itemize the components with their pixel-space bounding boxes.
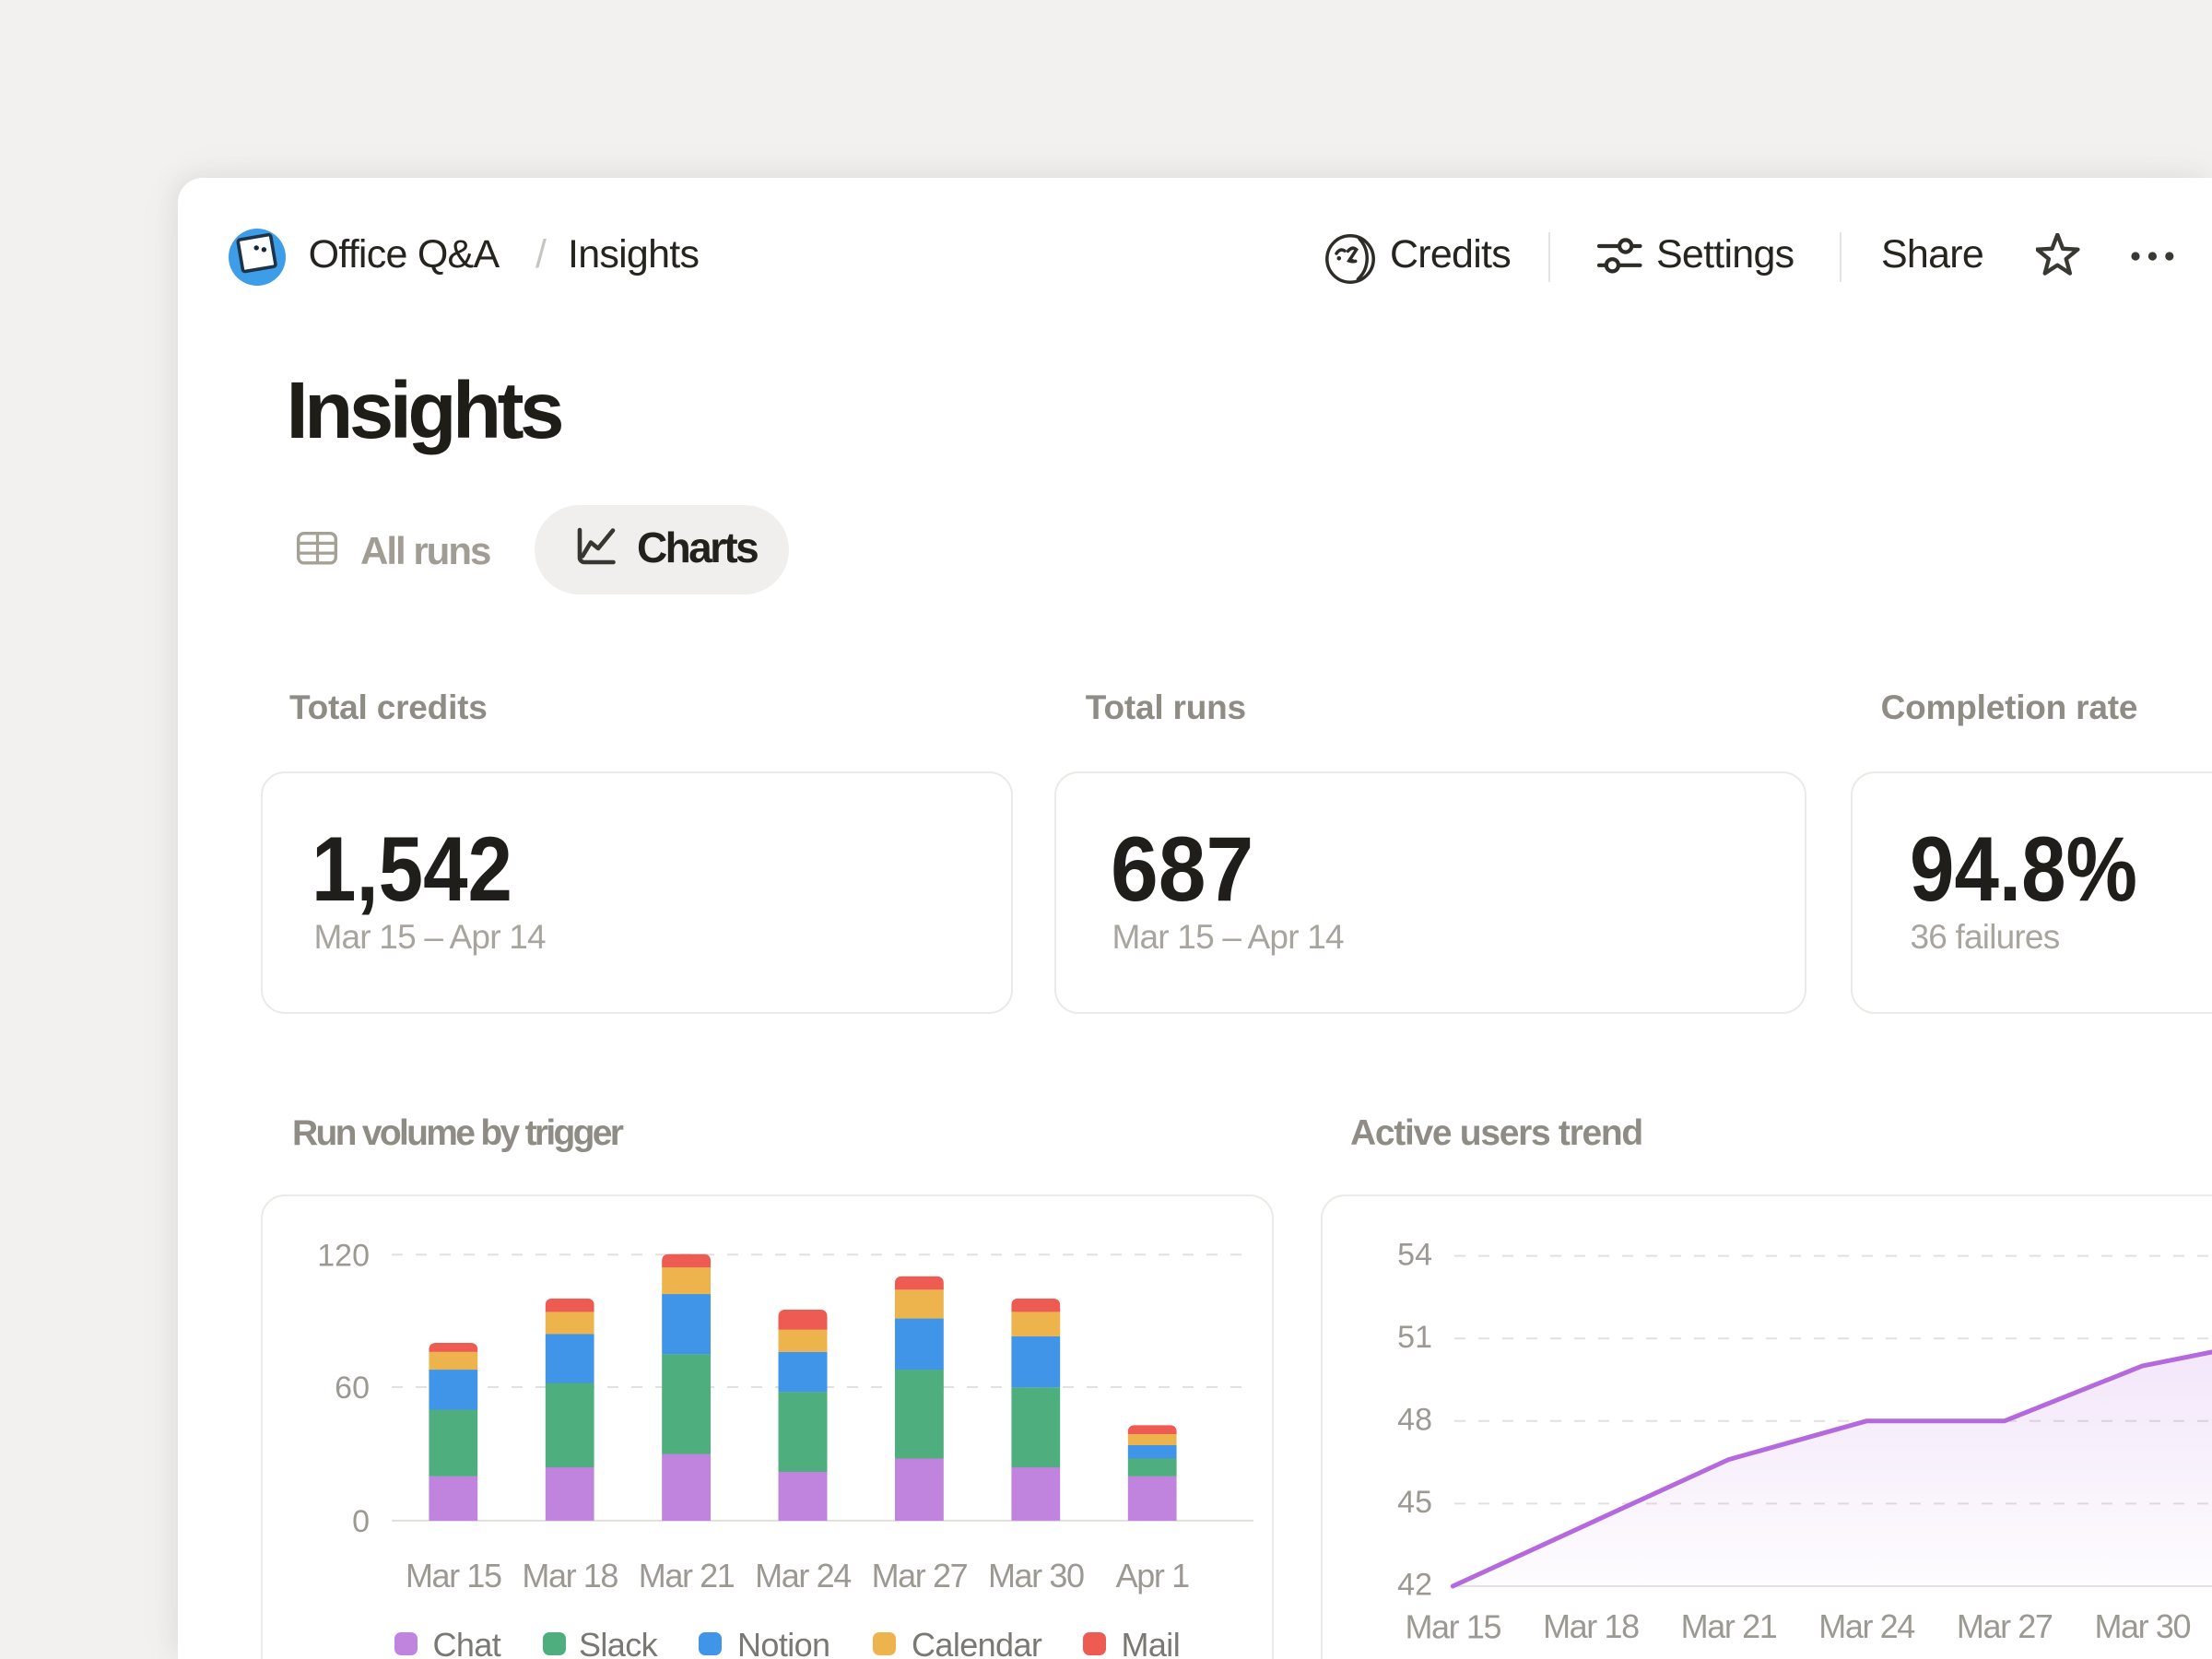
svg-text:Mar 18: Mar 18 — [522, 1557, 618, 1594]
svg-text:54: 54 — [1397, 1237, 1432, 1272]
svg-text:Mar 27: Mar 27 — [872, 1557, 968, 1594]
svg-text:120: 120 — [317, 1239, 370, 1274]
svg-text:Mar 24: Mar 24 — [1818, 1607, 1914, 1645]
svg-text:Mar 21: Mar 21 — [1681, 1607, 1777, 1645]
svg-text:48: 48 — [1397, 1403, 1432, 1438]
svg-text:45: 45 — [1397, 1485, 1432, 1520]
svg-text:42: 42 — [1397, 1568, 1432, 1603]
svg-text:Mar 27: Mar 27 — [1957, 1607, 2053, 1645]
svg-text:60: 60 — [335, 1371, 370, 1406]
svg-text:Mar 30: Mar 30 — [988, 1557, 1084, 1594]
svg-text:Mar 30: Mar 30 — [2094, 1607, 2190, 1645]
svg-text:Mar 21: Mar 21 — [639, 1557, 735, 1594]
svg-text:Apr 1: Apr 1 — [1116, 1557, 1189, 1594]
svg-text:Mar 18: Mar 18 — [1543, 1607, 1639, 1645]
svg-text:Mar 15: Mar 15 — [1405, 1608, 1500, 1646]
svg-text:Mar 24: Mar 24 — [755, 1557, 851, 1594]
svg-text:51: 51 — [1397, 1320, 1432, 1355]
svg-text:Mar 15: Mar 15 — [406, 1557, 501, 1594]
svg-text:0: 0 — [352, 1504, 370, 1539]
